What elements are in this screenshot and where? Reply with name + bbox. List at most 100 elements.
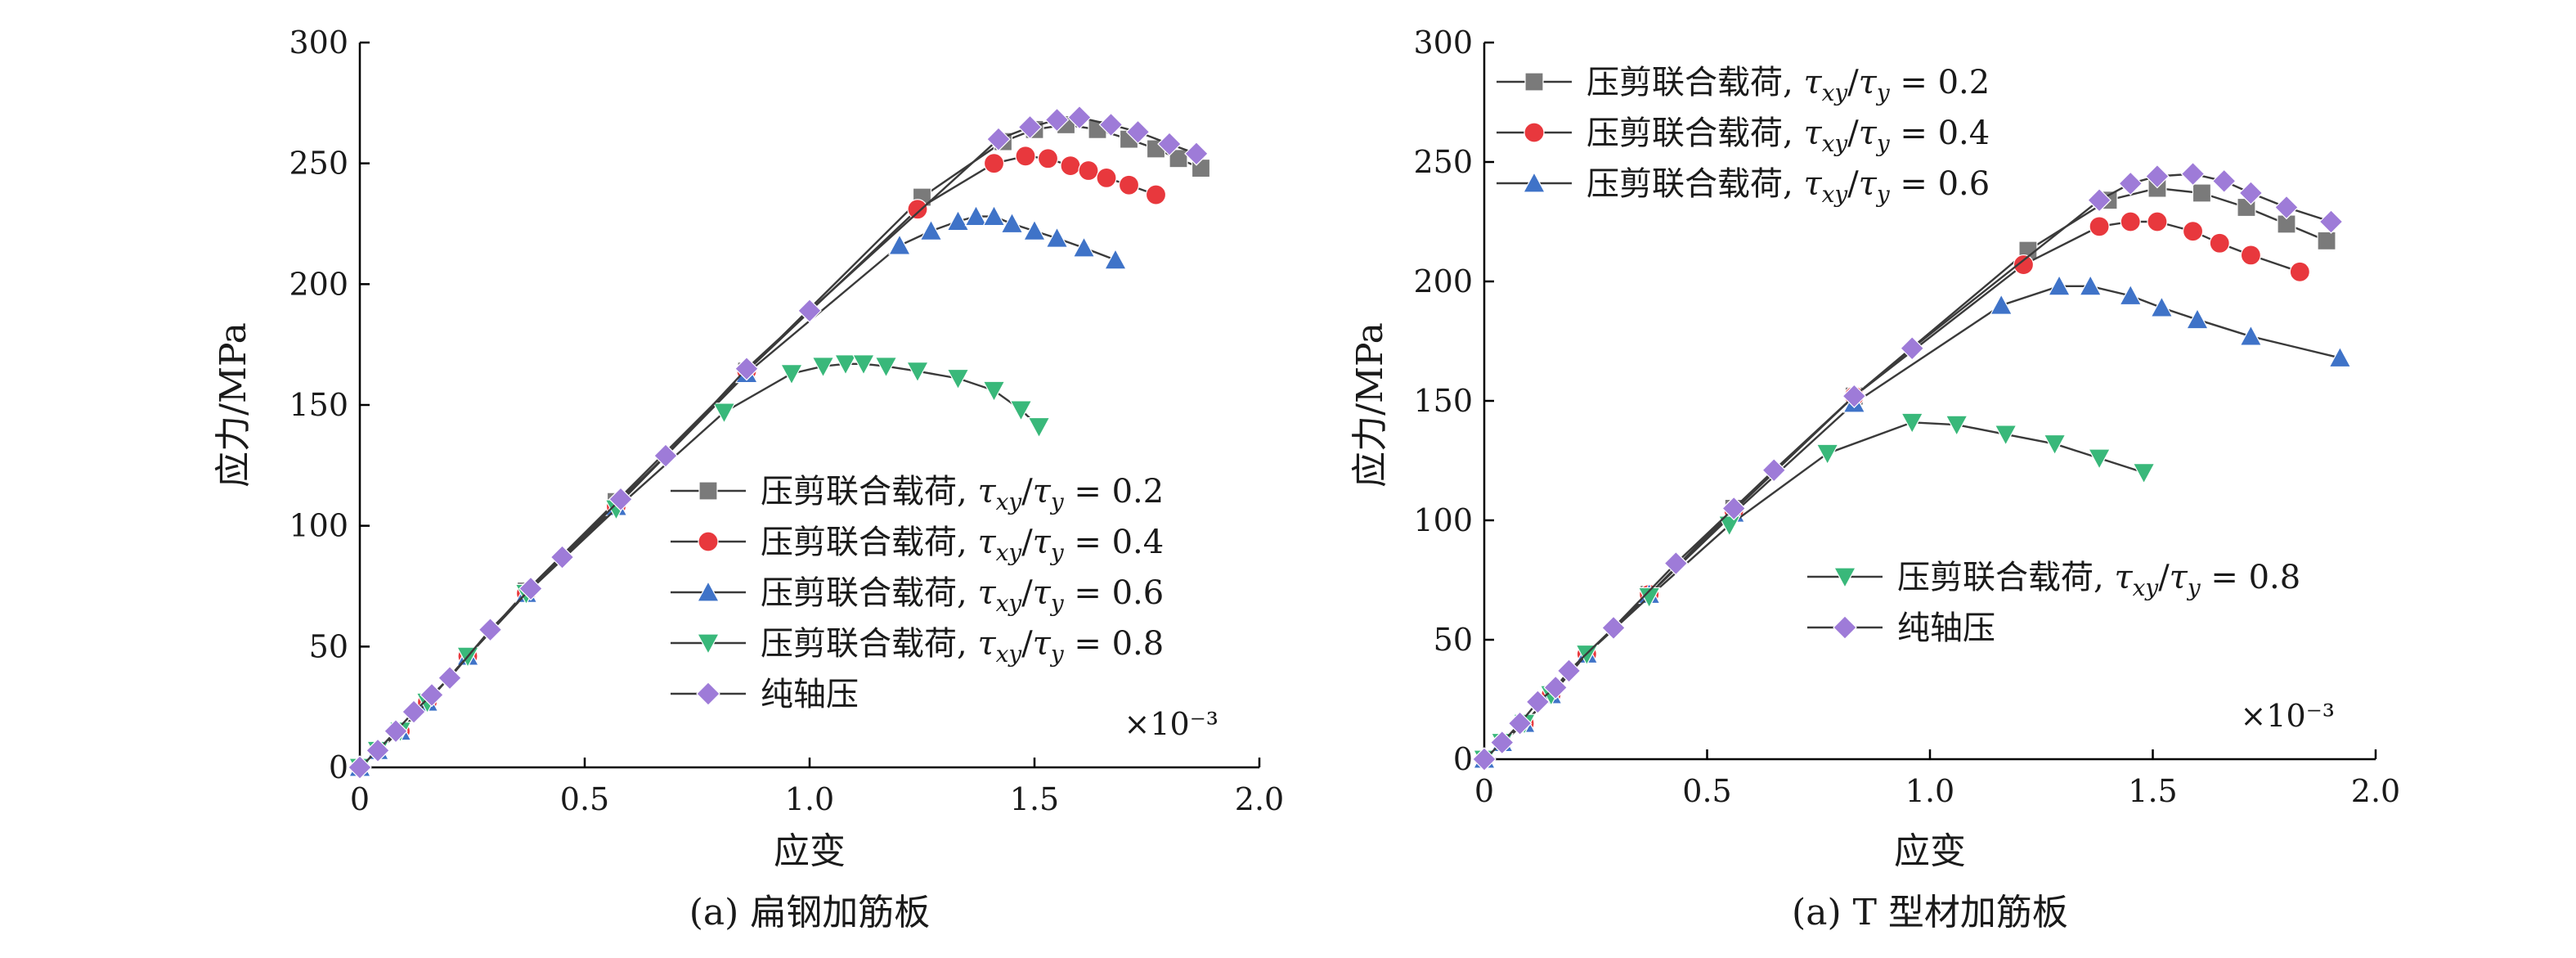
series-2-point-8 bbox=[1990, 293, 2013, 315]
series-line-1 bbox=[359, 155, 1156, 768]
legend-marker-0-point-0 bbox=[1524, 72, 1544, 92]
legend-marker-0-point-0 bbox=[698, 481, 718, 501]
series-4-point-2 bbox=[1507, 711, 1533, 736]
legend-label-3: 压剪联合载荷, τxy/τy = 0.8 bbox=[1897, 559, 2300, 601]
series-4-point-1 bbox=[1489, 730, 1515, 755]
x-multiplier: ×10⁻³ bbox=[1124, 706, 1218, 742]
series-3-point-13 bbox=[905, 362, 930, 383]
chart-panel-a: 0 50 100 150 200 250 300 0 0.5 1.0 1.5 2.0 应力/MPa 应变 ×… bbox=[213, 25, 1284, 933]
series-line-3 bbox=[359, 362, 1040, 768]
series-1-point-13 bbox=[1078, 160, 1099, 182]
series-4-point-15 bbox=[1044, 107, 1070, 133]
series-1-point-15 bbox=[1118, 174, 1140, 196]
y-tick-label: 100 bbox=[1413, 502, 1473, 538]
series-2-point-16 bbox=[1072, 236, 1096, 258]
series-3-point-9 bbox=[811, 357, 835, 379]
x-tick-label: 0.5 bbox=[560, 781, 609, 817]
series-2-point-10 bbox=[946, 209, 970, 232]
series-3-point-10 bbox=[1994, 425, 2017, 447]
series-2-point-8 bbox=[887, 233, 912, 255]
series-0-point-11 bbox=[2192, 183, 2212, 203]
series-2-point-12 bbox=[982, 205, 1006, 227]
x-axis-title: 应变 bbox=[1894, 830, 1966, 872]
series-3-point-13 bbox=[2132, 462, 2156, 484]
series-1 bbox=[1474, 211, 2310, 770]
series-3-point-6 bbox=[1717, 515, 1741, 537]
x-tick-label: 2.0 bbox=[2351, 773, 2400, 809]
series-4-point-9 bbox=[608, 487, 633, 512]
series-4-point-4 bbox=[1543, 675, 1568, 700]
legend-marker-1-point-0 bbox=[1524, 122, 1545, 143]
y-tick-label: 100 bbox=[289, 508, 348, 544]
series-4-point-0 bbox=[348, 755, 372, 780]
series-line-0 bbox=[359, 124, 1201, 768]
series-4-point-16 bbox=[1067, 105, 1092, 130]
series-line-4 bbox=[1483, 173, 2331, 760]
series-4-point-14 bbox=[1017, 115, 1043, 140]
x-tick-label: 0.5 bbox=[1682, 773, 1731, 809]
series-2-point-11 bbox=[2119, 284, 2143, 306]
series-1-point-11 bbox=[2147, 211, 2168, 232]
legend-label-1: 压剪联合载荷, τxy/τy = 0.4 bbox=[761, 524, 1164, 566]
y-tick-label: 150 bbox=[289, 387, 348, 423]
series-4-point-20 bbox=[1184, 142, 1209, 166]
series-0-point-14 bbox=[2317, 231, 2336, 250]
legend-label-0: 压剪联合载荷, τxy/τy = 0.2 bbox=[761, 473, 1164, 515]
series-4-point-7 bbox=[518, 576, 543, 601]
series-3-point-8 bbox=[779, 364, 804, 385]
series-1-point-12 bbox=[2182, 221, 2204, 242]
series-2-point-10 bbox=[2079, 274, 2103, 296]
series-1-point-10 bbox=[2120, 211, 2141, 232]
series-2-point-13 bbox=[2185, 308, 2210, 330]
chart-panel-b: 0 50 100 150 200 250 300 0 0.5 1.0 1.5 2.0 应力/MPa 应变 ×… bbox=[1349, 25, 2400, 933]
legend-marker-2-point-0 bbox=[696, 580, 720, 602]
series-2-point-9 bbox=[2048, 274, 2071, 296]
series-4-point-10 bbox=[1842, 384, 1867, 409]
series-2-point-13 bbox=[1000, 212, 1024, 234]
series-4-point-19 bbox=[1157, 132, 1182, 156]
legend-label-4: 纯轴压 bbox=[761, 676, 859, 713]
series-1-point-9 bbox=[2089, 216, 2110, 237]
series-4-point-7 bbox=[1663, 551, 1689, 576]
series-1-point-9 bbox=[983, 153, 1005, 174]
y-tick-label: 50 bbox=[309, 628, 348, 664]
series-4-point-16 bbox=[2211, 169, 2237, 194]
series-2-point-14 bbox=[1022, 219, 1047, 241]
series-1-point-10 bbox=[1015, 146, 1036, 167]
x-multiplier: ×10⁻³ bbox=[2241, 698, 2335, 734]
y-tick-label: 150 bbox=[1413, 383, 1473, 419]
series-1-point-13 bbox=[2209, 232, 2230, 254]
y-tick-label: 200 bbox=[289, 266, 348, 302]
series-4-point-18 bbox=[1125, 119, 1151, 145]
series-1-point-8 bbox=[907, 199, 928, 220]
series-4-point-2 bbox=[384, 718, 408, 744]
legend-label-4: 纯轴压 bbox=[1897, 609, 1995, 647]
series-1-point-14 bbox=[2240, 245, 2261, 266]
series-3-point-11 bbox=[851, 354, 876, 376]
series-4-point-13 bbox=[986, 127, 1011, 151]
y-tick-label: 50 bbox=[1434, 622, 1473, 658]
series-3-point-17 bbox=[1027, 416, 1051, 439]
series-4-point-8 bbox=[1721, 496, 1747, 521]
chart-caption: (a) 扁钢加筋板 bbox=[689, 892, 931, 933]
legend-marker-3-point-0 bbox=[696, 633, 720, 655]
x-axis-title: 应变 bbox=[774, 830, 846, 872]
series-4-point-3 bbox=[1525, 690, 1551, 714]
series-4 bbox=[348, 105, 1209, 780]
series-1-point-8 bbox=[2013, 254, 2035, 276]
legend-label-2: 压剪联合载荷, τxy/τy = 0.6 bbox=[1586, 165, 1990, 208]
legend-label-3: 压剪联合载荷, τxy/τy = 0.8 bbox=[761, 625, 1164, 668]
series-line-4 bbox=[359, 116, 1197, 768]
series-3-point-14 bbox=[946, 368, 970, 390]
series-4-point-6 bbox=[478, 617, 503, 642]
series-1-point-16 bbox=[1145, 184, 1167, 205]
series-4-point-12 bbox=[2087, 187, 2112, 213]
legend-label-1: 压剪联合载荷, τxy/τy = 0.4 bbox=[1586, 115, 1990, 157]
series-1-point-11 bbox=[1037, 148, 1059, 169]
x-tick-label: 1.0 bbox=[785, 781, 834, 817]
series-4-point-1 bbox=[366, 738, 390, 763]
series-4-point-10 bbox=[653, 443, 678, 468]
series-4-point-9 bbox=[1761, 457, 1787, 483]
legend-marker-4-point-0 bbox=[696, 681, 720, 706]
